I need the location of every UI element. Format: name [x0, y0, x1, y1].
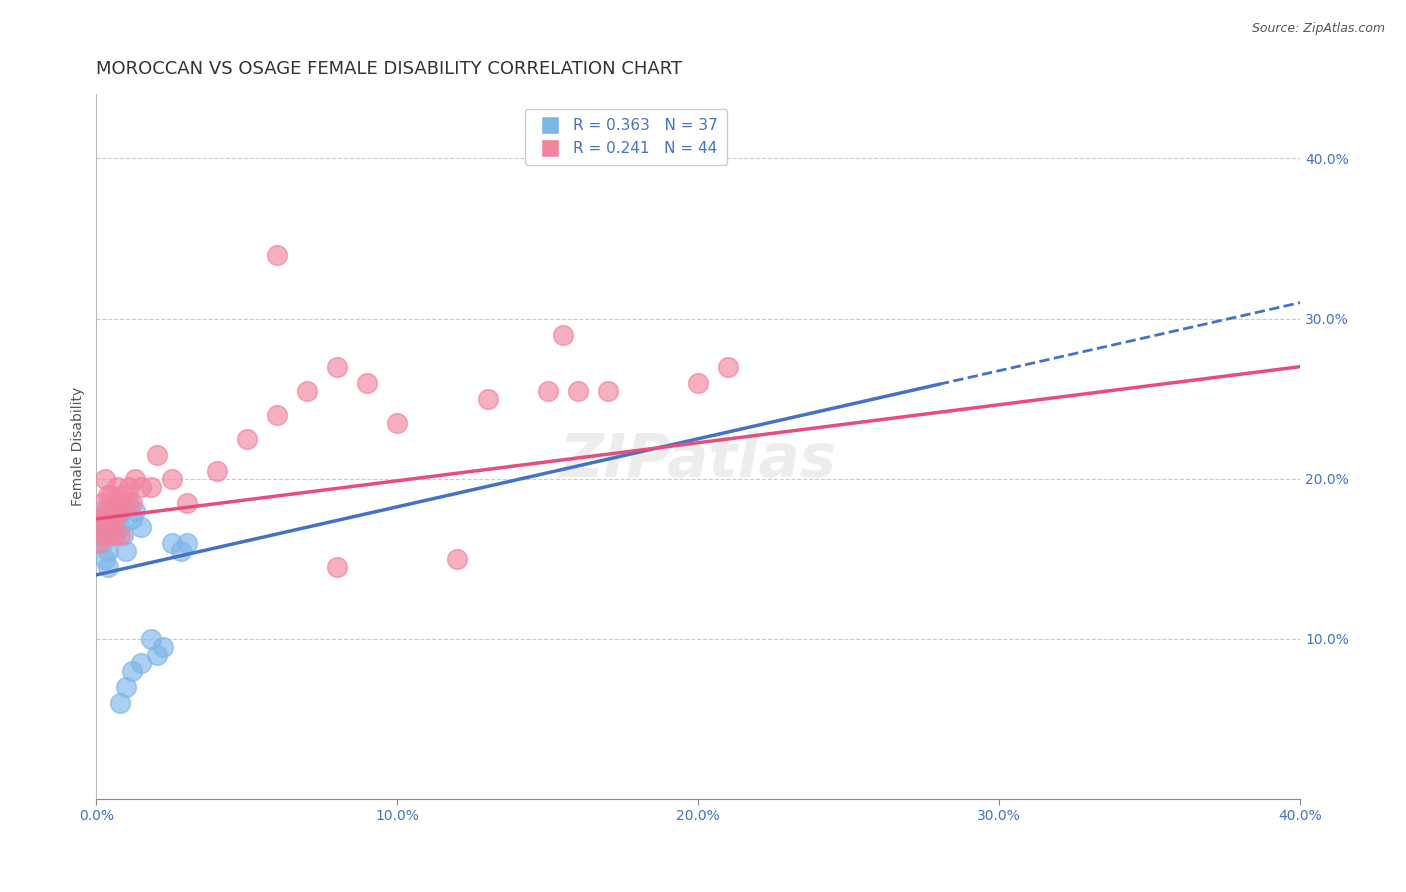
- Point: [107, 496, 129, 510]
- Point: [112, 488, 135, 502]
- Point: [139, 480, 162, 494]
- Point: [131, 480, 153, 494]
- Point: [131, 520, 153, 534]
- Point: [446, 552, 468, 566]
- Text: ZIPatlas: ZIPatlas: [560, 432, 837, 491]
- Point: [131, 656, 153, 670]
- Text: MOROCCAN VS OSAGE FEMALE DISABILITY CORRELATION CHART: MOROCCAN VS OSAGE FEMALE DISABILITY CORR…: [97, 60, 682, 78]
- Y-axis label: Female Disability: Female Disability: [72, 387, 86, 507]
- Point: [717, 359, 740, 374]
- Point: [169, 544, 191, 558]
- Point: [145, 448, 167, 462]
- Point: [100, 512, 122, 526]
- Point: [145, 648, 167, 662]
- Point: [326, 559, 349, 574]
- Point: [107, 512, 129, 526]
- Point: [94, 520, 117, 534]
- Point: [205, 464, 228, 478]
- Point: [103, 528, 125, 542]
- Point: [121, 664, 143, 678]
- Point: [567, 384, 589, 398]
- Point: [91, 536, 114, 550]
- Point: [160, 536, 183, 550]
- Point: [356, 376, 378, 390]
- Point: [477, 392, 499, 406]
- Point: [107, 504, 129, 518]
- Point: [97, 559, 120, 574]
- Point: [97, 528, 120, 542]
- Point: [91, 496, 114, 510]
- Point: [139, 632, 162, 646]
- Point: [107, 480, 129, 494]
- Point: [124, 504, 146, 518]
- Point: [118, 480, 141, 494]
- Point: [103, 528, 125, 542]
- Point: [91, 504, 114, 518]
- Point: [118, 496, 141, 510]
- Point: [115, 544, 138, 558]
- Point: [97, 488, 120, 502]
- Point: [100, 512, 122, 526]
- Point: [94, 528, 117, 542]
- Point: [152, 640, 174, 654]
- Point: [103, 512, 125, 526]
- Point: [551, 327, 574, 342]
- Point: [94, 472, 117, 486]
- Point: [326, 359, 349, 374]
- Point: [91, 512, 114, 526]
- Point: [97, 544, 120, 558]
- Point: [121, 496, 143, 510]
- Point: [103, 512, 125, 526]
- Point: [91, 512, 114, 526]
- Point: [387, 416, 409, 430]
- Legend: R = 0.363   N = 37, R = 0.241   N = 44: R = 0.363 N = 37, R = 0.241 N = 44: [526, 109, 727, 165]
- Point: [94, 512, 117, 526]
- Point: [115, 496, 138, 510]
- Point: [266, 408, 288, 422]
- Point: [236, 432, 259, 446]
- Point: [160, 472, 183, 486]
- Point: [121, 512, 143, 526]
- Point: [688, 376, 710, 390]
- Point: [110, 528, 132, 542]
- Point: [100, 488, 122, 502]
- Point: [124, 472, 146, 486]
- Point: [89, 520, 111, 534]
- Point: [100, 504, 122, 518]
- Point: [112, 528, 135, 542]
- Point: [89, 528, 111, 542]
- Point: [110, 696, 132, 710]
- Point: [115, 680, 138, 694]
- Point: [537, 384, 560, 398]
- Point: [89, 512, 111, 526]
- Point: [94, 528, 117, 542]
- Point: [110, 504, 132, 518]
- Point: [110, 504, 132, 518]
- Point: [176, 496, 198, 510]
- Point: [100, 520, 122, 534]
- Point: [89, 536, 111, 550]
- Point: [89, 520, 111, 534]
- Point: [176, 536, 198, 550]
- Point: [596, 384, 619, 398]
- Point: [110, 520, 132, 534]
- Point: [295, 384, 318, 398]
- Point: [94, 552, 117, 566]
- Point: [266, 247, 288, 261]
- Point: [97, 504, 120, 518]
- Text: Source: ZipAtlas.com: Source: ZipAtlas.com: [1251, 22, 1385, 36]
